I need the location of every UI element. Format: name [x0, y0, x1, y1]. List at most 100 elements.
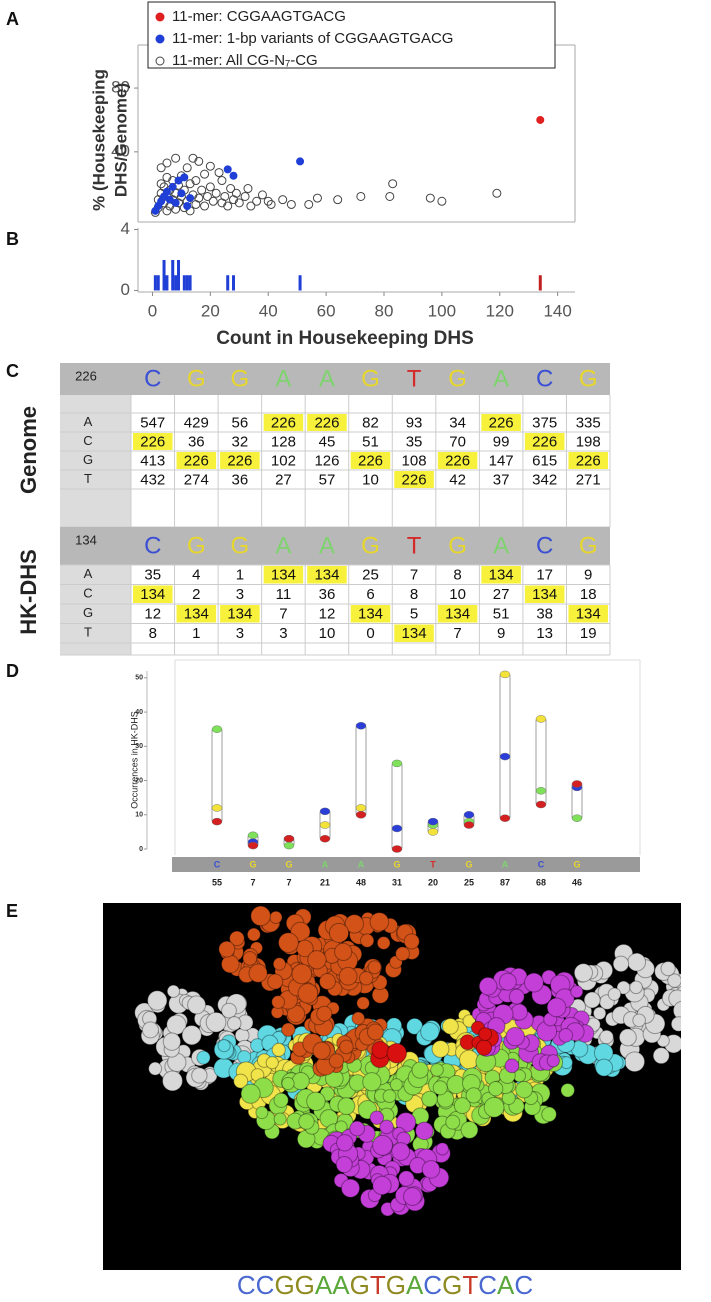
occurrence-dot — [211, 817, 223, 826]
table-side-label: HK-DHS — [16, 549, 41, 635]
cell-value: 35 — [144, 567, 161, 584]
atom — [660, 960, 676, 977]
header-base: C — [144, 365, 161, 392]
header-base: A — [493, 365, 509, 392]
x-tick-label: T — [430, 859, 436, 869]
bar — [165, 275, 169, 291]
x-tick-label: G — [393, 859, 400, 869]
cell-value: 134 — [184, 606, 209, 623]
atom — [546, 1054, 560, 1068]
bar — [162, 260, 166, 291]
header-base: A — [275, 532, 291, 559]
header-base: G — [579, 532, 598, 559]
atom — [362, 1072, 382, 1092]
scatter-point — [266, 199, 276, 209]
cell-value: 274 — [184, 471, 209, 488]
total-label: 25 — [464, 877, 474, 887]
atom — [505, 1026, 525, 1047]
atom — [218, 940, 236, 958]
atom — [367, 960, 382, 975]
atom — [670, 1016, 681, 1032]
atom — [229, 930, 245, 947]
panel-label: C — [6, 361, 19, 381]
sequence-base: C — [423, 1270, 442, 1300]
occurrence-dot — [499, 670, 511, 679]
scatter-point — [296, 157, 305, 166]
cell-value: 19 — [580, 625, 597, 642]
atom — [269, 910, 283, 924]
occurrence-dot — [211, 804, 223, 812]
scatter-point — [223, 165, 232, 174]
y-axis-label: % (Housekeeping — [89, 69, 108, 211]
occurrence-dot — [355, 722, 367, 730]
sequence-base: G — [295, 1270, 315, 1300]
sequence-base: G — [386, 1270, 406, 1300]
scatter-point — [356, 191, 366, 201]
atom — [298, 1113, 315, 1130]
scatter-point — [214, 168, 224, 178]
cell-value: 51 — [362, 433, 379, 450]
header-base: G — [231, 532, 250, 559]
scatter-point — [257, 190, 267, 200]
range-capsule — [355, 722, 367, 819]
atom — [483, 1096, 505, 1118]
header-base: G — [361, 365, 380, 392]
atom — [240, 1083, 261, 1104]
atom — [255, 1106, 269, 1120]
scatter-point — [194, 193, 204, 203]
occurrence-dot — [247, 841, 259, 850]
cell-value: 10 — [319, 625, 336, 642]
cell-value: 8 — [149, 625, 157, 642]
total-label: 21 — [320, 877, 330, 887]
atom — [612, 955, 630, 973]
x-tick-label: A — [322, 859, 329, 869]
scatter-point — [388, 179, 398, 189]
atom — [465, 1087, 482, 1104]
scatter-point — [286, 199, 296, 209]
y-tick-label: 4 — [121, 219, 130, 238]
cell-value: 13 — [536, 625, 553, 642]
x-tick-label: 40 — [259, 301, 278, 320]
atom — [379, 1119, 394, 1135]
bar — [538, 275, 542, 291]
bar — [298, 275, 302, 291]
cell-value: 375 — [532, 414, 557, 431]
cell-value: 3 — [279, 625, 287, 642]
highlight-cell — [176, 452, 217, 469]
scatter-point — [243, 184, 253, 194]
scatter-point — [202, 191, 212, 201]
cell-value: 335 — [576, 414, 601, 431]
header-base: C — [536, 532, 553, 559]
cell-value: 226 — [358, 452, 383, 469]
total-label: 20 — [428, 877, 438, 887]
scatter-point — [171, 153, 181, 163]
x-tick-label: 140 — [543, 301, 571, 320]
highlight-cell — [437, 605, 478, 623]
atom — [498, 972, 517, 991]
scatter-point — [168, 182, 177, 191]
atom — [181, 1025, 202, 1046]
atom — [334, 942, 353, 961]
cell-value: 10 — [449, 586, 466, 603]
scatter-point — [492, 188, 502, 198]
atom — [227, 1016, 242, 1031]
highlight-cell — [394, 624, 434, 642]
scatter-point — [177, 189, 186, 198]
cell-value: 134 — [271, 567, 296, 584]
atom — [250, 905, 271, 927]
cell-value: 35 — [406, 433, 423, 450]
highlight-cell — [394, 471, 434, 488]
cell-value: 226 — [445, 452, 470, 469]
x-tick-label: 100 — [428, 301, 456, 320]
highlight-cell — [524, 585, 565, 603]
occurrence-dot — [247, 831, 259, 840]
occurrence-dot — [391, 759, 403, 768]
atom — [312, 1041, 331, 1060]
cell-value: 429 — [184, 414, 209, 431]
atom — [205, 1011, 227, 1033]
bar — [156, 275, 160, 291]
cell-value: 32 — [232, 433, 249, 450]
atom — [369, 912, 390, 932]
scatter-point — [425, 193, 435, 203]
